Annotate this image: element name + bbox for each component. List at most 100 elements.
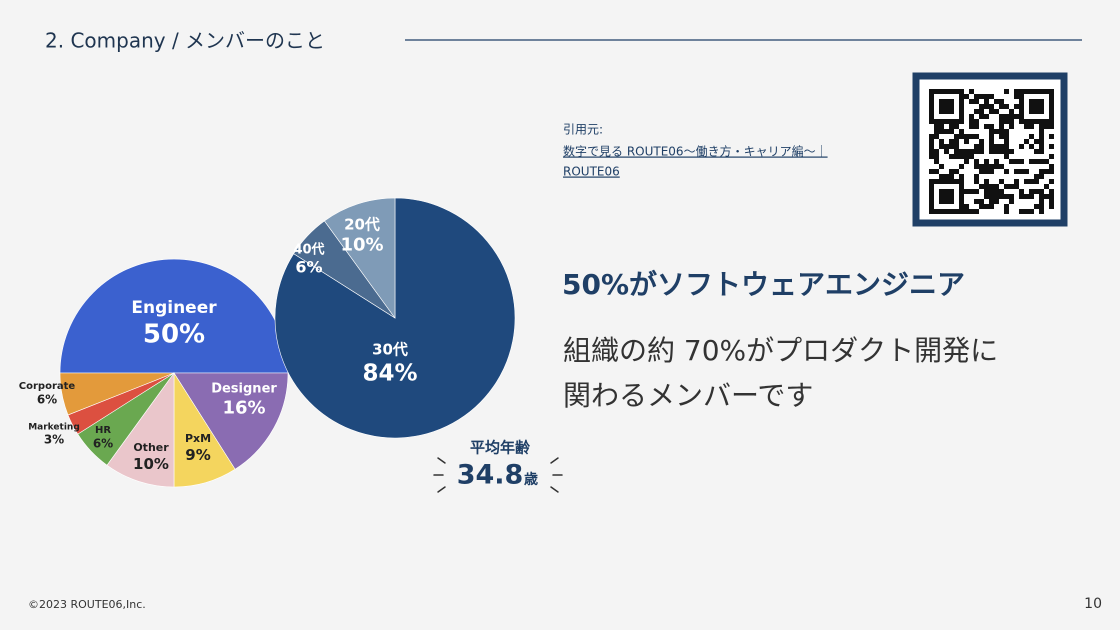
qr-cell <box>1029 209 1034 214</box>
qr-cell <box>939 209 944 214</box>
qr-cell <box>1044 169 1049 174</box>
qr-cell <box>944 119 949 124</box>
qr-cell <box>929 89 934 94</box>
qr-cell <box>974 94 979 99</box>
body-text: 関わるメンバーです <box>563 379 813 412</box>
qr-cell <box>1029 189 1034 194</box>
slice-label: Marketing <box>28 423 80 433</box>
qr-cell <box>979 139 984 144</box>
qr-cell <box>929 184 934 189</box>
citation-link[interactable]: ROUTE06 <box>563 165 620 179</box>
qr-cell <box>949 109 954 114</box>
citation-link[interactable]: 数字で見る ROUTE06〜働き方・キャリア編〜｜ <box>563 144 828 159</box>
qr-cell <box>944 199 949 204</box>
qr-cell <box>934 129 939 134</box>
qr-cell <box>1019 144 1024 149</box>
qr-cell <box>994 144 999 149</box>
qr-cell <box>994 194 999 199</box>
qr-cell <box>954 179 959 184</box>
slice-value: 3% <box>44 433 64 447</box>
qr-cell <box>949 179 954 184</box>
qr-cell <box>979 169 984 174</box>
qr-cell <box>959 179 964 184</box>
qr-cell <box>959 194 964 199</box>
qr-cell <box>1039 144 1044 149</box>
qr-cell <box>959 99 964 104</box>
qr-cell <box>1039 139 1044 144</box>
qr-cell <box>969 209 974 214</box>
qr-cell <box>994 159 999 164</box>
qr-cell <box>934 149 939 154</box>
qr-cell <box>1049 89 1054 94</box>
qr-cell <box>934 159 939 164</box>
qr-cell <box>1039 109 1044 114</box>
slice-label: Corporate <box>19 381 76 392</box>
qr-cell <box>1004 169 1009 174</box>
qr-cell <box>939 194 944 199</box>
qr-cell <box>1019 119 1024 124</box>
qr-cell <box>959 119 964 124</box>
qr-cell <box>1039 169 1044 174</box>
qr-code[interactable] <box>912 72 1068 227</box>
qr-cell <box>979 184 984 189</box>
qr-cell <box>974 179 979 184</box>
qr-cell <box>999 144 1004 149</box>
qr-cell <box>969 154 974 159</box>
qr-cell <box>959 134 964 139</box>
qr-cell <box>1049 134 1054 139</box>
qr-cell <box>949 169 954 174</box>
qr-cell <box>929 144 934 149</box>
qr-cell <box>929 199 934 204</box>
qr-cell <box>979 104 984 109</box>
slice-value: 6% <box>37 392 57 406</box>
qr-cell <box>999 124 1004 129</box>
qr-cell <box>929 179 934 184</box>
qr-cell <box>984 179 989 184</box>
qr-cell <box>1049 144 1054 149</box>
qr-cell <box>999 194 1004 199</box>
qr-cell <box>929 119 934 124</box>
qr-cell <box>949 154 954 159</box>
qr-cell <box>979 94 984 99</box>
qr-cell <box>1009 199 1014 204</box>
qr-cell <box>959 174 964 179</box>
qr-cell <box>1039 124 1044 129</box>
qr-cell <box>954 154 959 159</box>
qr-cell <box>1049 104 1054 109</box>
qr-cell <box>1044 194 1049 199</box>
qr-cell <box>979 164 984 169</box>
qr-cell <box>994 109 999 114</box>
qr-cell <box>989 194 994 199</box>
qr-cell <box>964 134 969 139</box>
qr-cell <box>1039 199 1044 204</box>
qr-cell <box>939 179 944 184</box>
qr-cell <box>1004 144 1009 149</box>
qr-cell <box>974 149 979 154</box>
qr-cell <box>994 149 999 154</box>
qr-cell <box>964 94 969 99</box>
qr-cell <box>959 104 964 109</box>
qr-cell <box>984 114 989 119</box>
qr-cell <box>959 184 964 189</box>
slice-value: 9% <box>185 446 210 464</box>
qr-cell <box>934 179 939 184</box>
qr-cell <box>984 189 989 194</box>
qr-cell <box>1004 154 1009 159</box>
slice-label: Engineer <box>131 298 217 318</box>
qr-cell <box>959 154 964 159</box>
qr-cell <box>1029 159 1034 164</box>
qr-cell <box>1019 169 1024 174</box>
qr-cell <box>1004 194 1009 199</box>
qr-cell <box>1019 99 1024 104</box>
qr-cell <box>949 104 954 109</box>
qr-cell <box>1034 149 1039 154</box>
pie-slice <box>173 372 289 470</box>
qr-cell <box>994 184 999 189</box>
qr-cell <box>969 89 974 94</box>
qr-cell <box>974 144 979 149</box>
qr-cell <box>1029 179 1034 184</box>
qr-cell <box>949 124 954 129</box>
qr-cell <box>989 149 994 154</box>
qr-cell <box>994 164 999 169</box>
